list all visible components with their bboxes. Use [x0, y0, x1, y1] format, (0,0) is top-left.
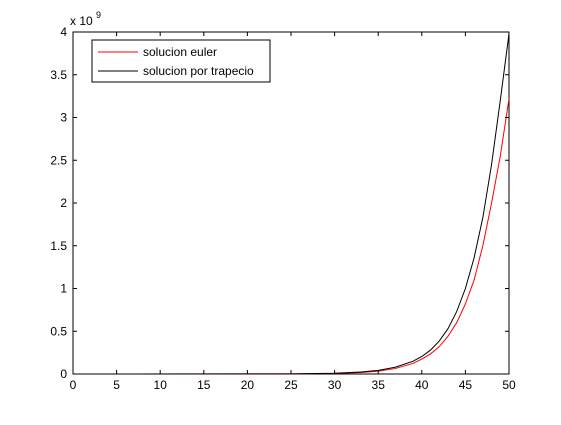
x-tick-label: 0: [70, 378, 77, 392]
x-tick-label: 35: [372, 378, 386, 392]
x-tick-label: 50: [502, 378, 516, 392]
legend-label-0: solucion euler: [143, 45, 217, 59]
x-tick-label: 30: [328, 378, 342, 392]
x-tick-label: 25: [284, 378, 298, 392]
y-tick-label: 3: [60, 111, 67, 125]
y-exponent-label: x 10 9: [70, 10, 101, 28]
x-tick-label: 10: [154, 378, 168, 392]
series-layer: [72, 33, 510, 375]
series-line-1: [72, 33, 510, 375]
y-exponent-base: x 10: [70, 14, 93, 28]
y-tick-label: 0.5: [50, 324, 67, 338]
legend-box: [91, 39, 271, 83]
y-tick-label: 0: [60, 367, 67, 381]
ticks-layer: 0 5 10 15 20 25 30 35 40 45 50 0 0.5 1 1.5 2 2.5 3 3.5 4: [50, 25, 516, 392]
legend-items: solucion euler solucion por trapecio: [98, 45, 254, 78]
plot-area: 0 5 10 15 20 25 30 35 40 45 50 0 0.5 1 1.5 2 2.5 3 3.5 4 x …: [50, 10, 516, 392]
axes-box: [72, 31, 510, 375]
y-tick-label: 4: [60, 25, 67, 39]
y-tick-label: 1.5: [50, 239, 67, 253]
y-tick-label: 2: [60, 196, 67, 210]
y-tick-label: 1: [60, 282, 67, 296]
x-tick-label: 15: [197, 378, 211, 392]
x-tick-label: 45: [459, 378, 473, 392]
y-tick-label: 3.5: [50, 68, 67, 82]
y-tick-label: 2.5: [50, 153, 67, 167]
x-tick-label: 5: [113, 378, 120, 392]
legend: solucion euler solucion por trapecio: [91, 39, 271, 83]
x-tick-label: 40: [415, 378, 429, 392]
legend-label-1: solucion por trapecio: [143, 64, 254, 78]
x-tick-label: 20: [241, 378, 255, 392]
y-exponent-power: 9: [96, 10, 101, 20]
